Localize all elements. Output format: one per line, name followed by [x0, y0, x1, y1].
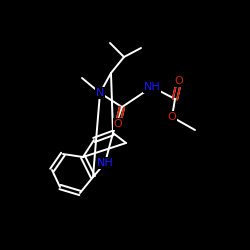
Text: N: N	[96, 88, 104, 98]
Text: NH: NH	[96, 158, 114, 168]
Text: O: O	[114, 119, 122, 129]
Text: O: O	[174, 76, 184, 86]
Text: O: O	[168, 112, 176, 122]
Text: NH: NH	[144, 82, 160, 92]
